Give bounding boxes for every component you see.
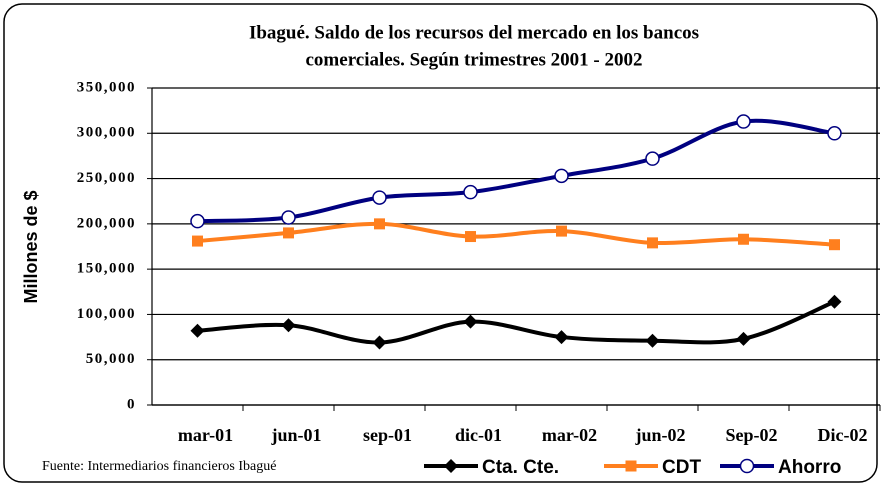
y-tick-label: 250,000 xyxy=(77,170,136,186)
marker xyxy=(554,330,569,345)
y-tick-label: 200,000 xyxy=(77,215,136,231)
y-axis-label: Millones de $ xyxy=(21,190,41,303)
marker xyxy=(281,318,296,333)
x-tick-label: dic-01 xyxy=(455,425,502,445)
marker xyxy=(645,151,660,166)
x-tick-label: mar-01 xyxy=(178,425,233,445)
marker xyxy=(645,333,660,348)
series-line xyxy=(197,299,836,345)
marker xyxy=(829,239,840,251)
x-tick-label: jun-02 xyxy=(634,425,685,445)
marker xyxy=(465,231,476,243)
marker xyxy=(736,331,751,346)
y-tick-label: 300,000 xyxy=(77,125,136,141)
marker xyxy=(192,235,203,247)
marker xyxy=(372,335,387,350)
marker xyxy=(647,237,658,249)
series-line xyxy=(197,221,835,247)
x-tick-label: mar-02 xyxy=(542,425,597,445)
marker xyxy=(739,458,755,474)
legend-label: Ahorro xyxy=(778,457,841,478)
x-tick-label: Sep-02 xyxy=(725,425,777,445)
marker xyxy=(374,218,385,230)
marker xyxy=(625,460,637,472)
marker xyxy=(190,323,205,338)
marker xyxy=(738,233,749,245)
x-tick-label: sep-01 xyxy=(363,425,412,445)
marker xyxy=(554,168,569,184)
source: Fuente: Intermediarios financieros Ibagu… xyxy=(42,459,276,474)
legend-label: CDT xyxy=(662,457,701,478)
chart-title: comerciales. Según trimestres 2001 - 200… xyxy=(306,49,643,70)
chart-title: Ibagué. Saldo de los recursos del mercad… xyxy=(249,22,699,43)
marker xyxy=(827,294,842,309)
marker xyxy=(463,184,478,200)
marker xyxy=(556,225,567,237)
x-tick-label: Dic-02 xyxy=(818,425,868,445)
legend-label: Cta. Cte. xyxy=(482,457,559,478)
marker xyxy=(444,459,458,473)
marker xyxy=(463,314,478,329)
marker xyxy=(281,210,296,225)
y-tick-label: 50,000 xyxy=(86,351,136,367)
y-tick-label: 150,000 xyxy=(77,261,136,277)
frame xyxy=(3,3,878,483)
y-tick-label: 0 xyxy=(127,396,136,412)
series-line xyxy=(197,118,835,224)
y-tick-label: 100,000 xyxy=(77,306,136,322)
marker xyxy=(827,126,842,141)
marker xyxy=(372,190,387,205)
marker xyxy=(283,227,294,239)
marker xyxy=(190,213,205,229)
y-tick-label: 350,000 xyxy=(77,79,136,95)
marker xyxy=(736,114,751,129)
x-tick-label: jun-01 xyxy=(270,425,321,445)
